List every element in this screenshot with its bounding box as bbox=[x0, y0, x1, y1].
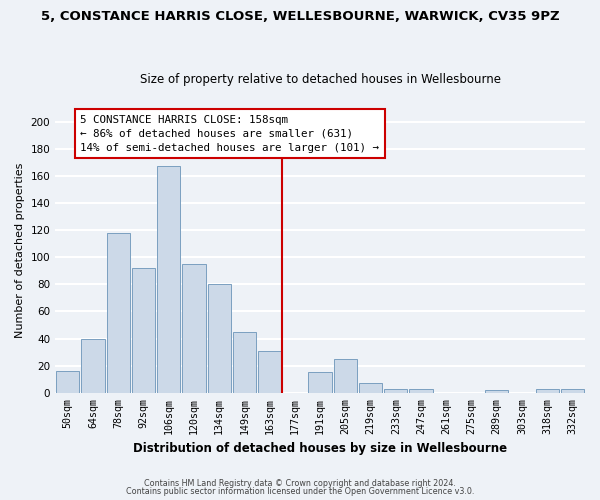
Bar bbox=[182, 264, 206, 393]
Bar bbox=[107, 233, 130, 393]
Bar bbox=[308, 372, 332, 393]
Bar bbox=[536, 388, 559, 393]
Text: 5 CONSTANCE HARRIS CLOSE: 158sqm
← 86% of detached houses are smaller (631)
14% : 5 CONSTANCE HARRIS CLOSE: 158sqm ← 86% o… bbox=[80, 115, 379, 153]
Title: Size of property relative to detached houses in Wellesbourne: Size of property relative to detached ho… bbox=[140, 73, 500, 86]
Bar bbox=[258, 351, 281, 393]
Bar bbox=[359, 384, 382, 393]
Bar bbox=[56, 371, 79, 393]
Text: Contains HM Land Registry data © Crown copyright and database right 2024.: Contains HM Land Registry data © Crown c… bbox=[144, 478, 456, 488]
Bar bbox=[157, 166, 181, 393]
Y-axis label: Number of detached properties: Number of detached properties bbox=[15, 162, 25, 338]
Bar bbox=[334, 359, 357, 393]
Bar bbox=[561, 388, 584, 393]
Text: Contains public sector information licensed under the Open Government Licence v3: Contains public sector information licen… bbox=[126, 487, 474, 496]
Bar bbox=[233, 332, 256, 393]
Text: 5, CONSTANCE HARRIS CLOSE, WELLESBOURNE, WARWICK, CV35 9PZ: 5, CONSTANCE HARRIS CLOSE, WELLESBOURNE,… bbox=[41, 10, 559, 23]
Bar bbox=[409, 388, 433, 393]
Bar bbox=[384, 388, 407, 393]
X-axis label: Distribution of detached houses by size in Wellesbourne: Distribution of detached houses by size … bbox=[133, 442, 507, 455]
Bar bbox=[82, 338, 104, 393]
Bar bbox=[132, 268, 155, 393]
Bar bbox=[208, 284, 231, 393]
Bar bbox=[485, 390, 508, 393]
